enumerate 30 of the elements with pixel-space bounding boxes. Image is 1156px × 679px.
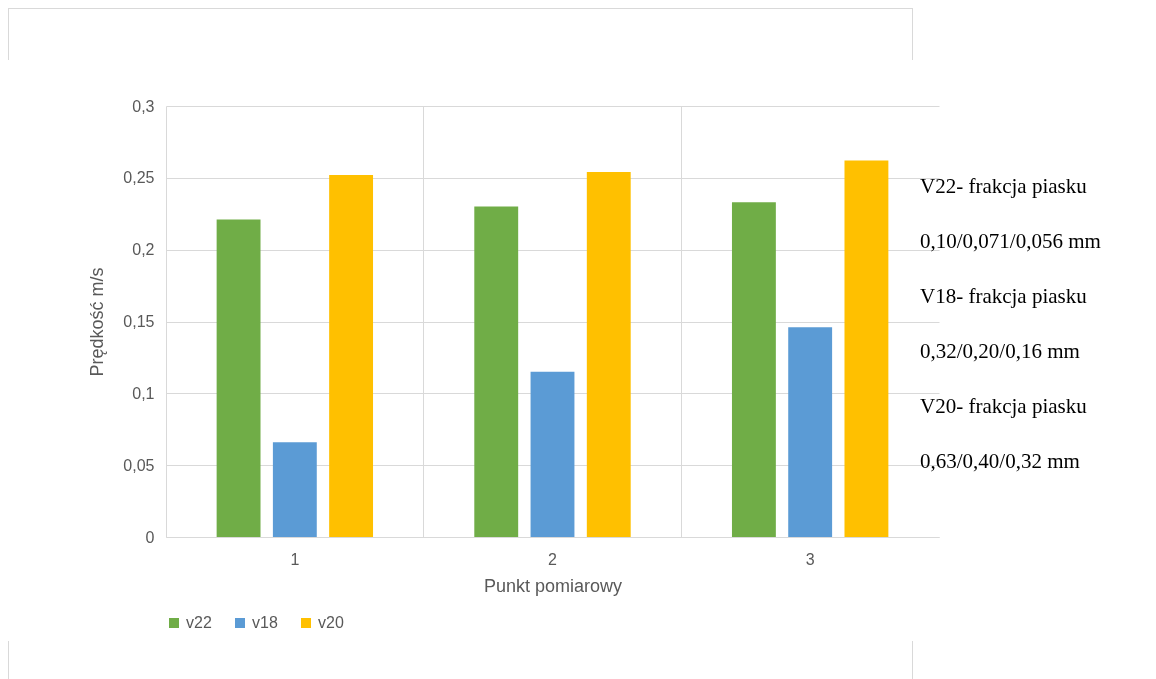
bar [216, 219, 261, 537]
annotation: 0,63/0,40/0,32 mm [920, 448, 1081, 475]
bar [329, 174, 374, 537]
annotation: V20- frakcja piasku [920, 393, 1088, 420]
annotation: V22- frakcja piasku [920, 173, 1088, 200]
y-tick-label: 0,25 [123, 169, 155, 187]
bar [474, 206, 519, 537]
bar [586, 172, 631, 537]
x-tick-label: 3 [805, 550, 815, 568]
legend-label: v20 [318, 614, 344, 631]
y-tick-label: 0,2 [132, 241, 155, 259]
bar [844, 160, 889, 537]
bar [788, 327, 833, 537]
annotation: 0,32/0,20/0,16 mm [920, 338, 1081, 365]
y-axis-title: Prędkość m/s [87, 267, 108, 377]
legend-label: v18 [252, 614, 278, 631]
x-axis-title: Punkt pomiarowy [483, 575, 623, 596]
y-tick-label: 0 [145, 528, 155, 546]
bar [731, 202, 776, 537]
y-tick-label: 0,3 [132, 97, 155, 115]
y-tick-label: 0,05 [123, 456, 155, 474]
annotation: 0,10/0,071/0,056 mm [920, 228, 1101, 255]
annotation: V18- frakcja piasku [920, 283, 1088, 310]
y-tick-label: 0,1 [132, 384, 155, 402]
legend-label: v22 [186, 614, 212, 631]
bar [530, 371, 575, 537]
bar [272, 442, 317, 537]
x-tick-label: 1 [290, 550, 300, 568]
y-tick-label: 0,15 [123, 313, 155, 330]
x-tick-label: 2 [548, 550, 558, 568]
